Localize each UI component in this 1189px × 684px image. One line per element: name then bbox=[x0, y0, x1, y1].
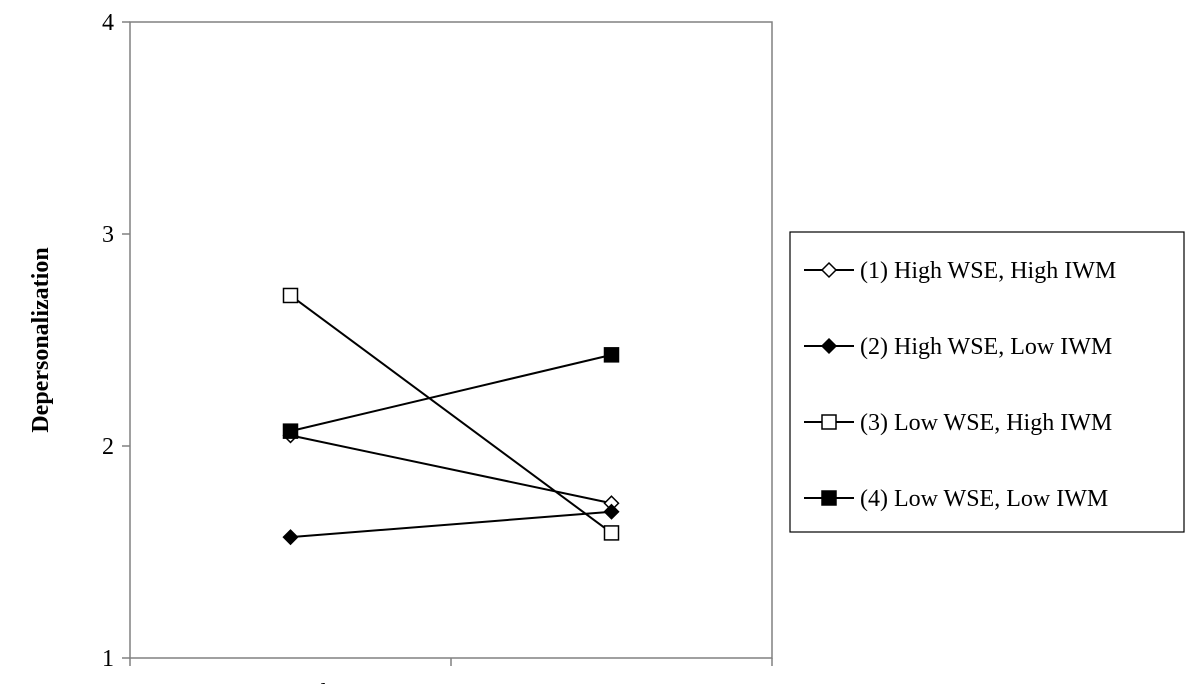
y-axis-label: Depersonalization bbox=[28, 247, 54, 432]
y-axis: 1 2 3 4 bbox=[102, 10, 130, 672]
y-tick-label: 3 bbox=[102, 222, 114, 248]
legend-item: (1) High WSE, High IWM bbox=[804, 258, 1116, 284]
legend-marker bbox=[820, 261, 838, 279]
series-3 bbox=[282, 287, 620, 541]
legend-label: (2) High WSE, Low IWM bbox=[860, 334, 1112, 360]
x-tick-label: Control bbox=[254, 680, 328, 684]
plot-border bbox=[129, 21, 773, 659]
x-tick-label: SMT bbox=[587, 680, 637, 684]
data-point bbox=[603, 525, 620, 541]
series-1 bbox=[282, 427, 620, 512]
series-line bbox=[289, 294, 613, 534]
legend-label: (4) Low WSE, Low IWM bbox=[860, 486, 1108, 512]
legend-marker bbox=[820, 337, 838, 355]
series-group bbox=[282, 287, 620, 546]
series-2 bbox=[282, 503, 620, 546]
plot-area bbox=[129, 21, 773, 659]
legend: (1) High WSE, High IWM (2) High WSE, Low … bbox=[789, 231, 1185, 533]
legend-box bbox=[789, 231, 1185, 533]
series-4 bbox=[282, 347, 620, 439]
x-axis: Control SMT bbox=[129, 658, 773, 684]
legend-item: (2) High WSE, Low IWM bbox=[804, 334, 1112, 360]
legend-marker bbox=[821, 414, 837, 430]
series-line bbox=[290, 434, 612, 505]
series-line bbox=[290, 353, 612, 433]
data-point bbox=[603, 347, 620, 363]
legend-item: (4) Low WSE, Low IWM bbox=[804, 486, 1108, 512]
data-point bbox=[282, 287, 299, 304]
data-point bbox=[603, 503, 620, 520]
legend-label: (1) High WSE, High IWM bbox=[860, 258, 1116, 284]
y-tick-label: 1 bbox=[102, 646, 114, 672]
legend-item: (3) Low WSE, High IWM bbox=[804, 410, 1112, 436]
data-point bbox=[282, 529, 299, 546]
legend-label: (3) Low WSE, High IWM bbox=[860, 410, 1112, 436]
y-tick-label: 2 bbox=[102, 434, 114, 460]
data-point bbox=[282, 423, 299, 439]
legend-marker bbox=[821, 490, 837, 506]
series-line bbox=[290, 510, 612, 539]
y-tick-label: 4 bbox=[102, 10, 114, 36]
